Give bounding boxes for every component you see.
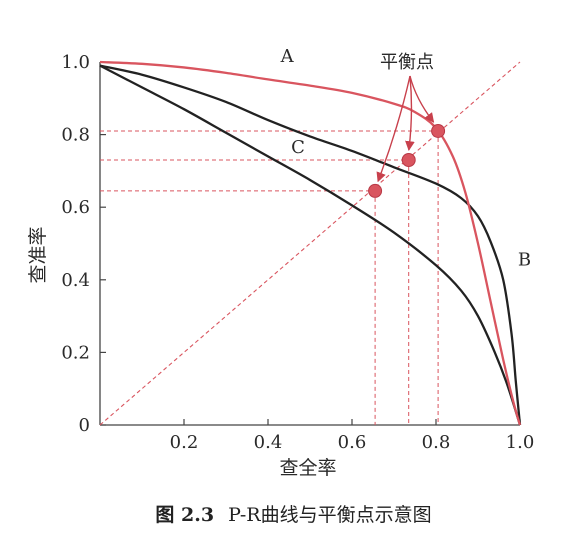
break-even-point bbox=[431, 123, 446, 138]
x-tick-label: 0.4 bbox=[254, 432, 283, 453]
curve-a bbox=[99, 60, 522, 426]
pr-curve-chart: 0.2 0.4 0.6 0.8 1.0 0 0.2 0.4 0.6 0.8 1.0 A B C 平衡点 查… bbox=[27, 46, 535, 479]
curve-label-b: B bbox=[518, 249, 531, 270]
break-even-arrow bbox=[376, 75, 411, 183]
break-even-arrow bbox=[409, 75, 435, 123]
y-tick-label: 0.8 bbox=[61, 125, 90, 146]
break-even-point bbox=[401, 153, 416, 168]
y-tick-label: 1.0 bbox=[61, 52, 90, 73]
y-tick-label: 0 bbox=[79, 415, 90, 436]
x-tick-label: 0.6 bbox=[338, 432, 367, 453]
curve-b bbox=[99, 64, 522, 426]
x-tick-label: 0.2 bbox=[170, 432, 199, 453]
break-even-point bbox=[368, 183, 383, 198]
x-tick-label: 0.8 bbox=[422, 432, 451, 453]
x-axis-label: 查全率 bbox=[279, 457, 336, 479]
y-tick-label: 0.4 bbox=[61, 270, 90, 291]
break-even-diagonal bbox=[99, 61, 521, 426]
figure-caption: 图 2.3 P-R曲线与平衡点示意图 bbox=[0, 500, 587, 527]
curve-label-a: A bbox=[280, 46, 295, 67]
y-tick-label: 0.2 bbox=[61, 342, 90, 363]
y-axis-label: 查准率 bbox=[27, 226, 49, 283]
figure-caption-text: P-R曲线与平衡点示意图 bbox=[228, 504, 432, 526]
y-tick-label: 0.6 bbox=[61, 197, 90, 218]
curve-c bbox=[99, 64, 522, 426]
break-even-arrow bbox=[405, 75, 415, 151]
figure-number: 图 2.3 bbox=[155, 504, 215, 526]
break-even-annotation: 平衡点 bbox=[380, 52, 434, 73]
curve-label-c: C bbox=[291, 137, 305, 158]
x-tick-label: 1.0 bbox=[506, 432, 535, 453]
